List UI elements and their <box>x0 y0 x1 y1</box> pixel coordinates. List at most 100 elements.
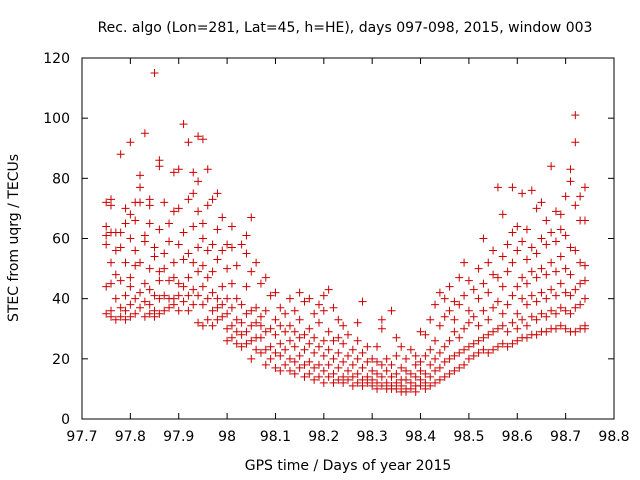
data-point <box>493 297 502 306</box>
data-point <box>116 303 125 312</box>
data-point <box>503 300 512 309</box>
data-point <box>474 348 483 357</box>
data-point <box>373 378 382 387</box>
data-point <box>174 279 183 288</box>
data-point <box>324 345 333 354</box>
data-point <box>126 312 135 321</box>
data-point <box>189 189 198 198</box>
data-point <box>111 315 120 324</box>
data-point <box>576 279 585 288</box>
data-point <box>508 258 517 267</box>
data-point <box>126 138 135 147</box>
data-point <box>368 366 377 375</box>
data-point <box>513 336 522 345</box>
data-point <box>556 225 565 234</box>
data-point <box>198 234 207 243</box>
data-point <box>406 345 415 354</box>
data-point <box>464 354 473 363</box>
data-point <box>464 306 473 315</box>
data-point <box>290 342 299 351</box>
data-point <box>498 210 507 219</box>
data-point <box>227 321 236 330</box>
data-point <box>513 222 522 231</box>
data-point <box>580 216 589 225</box>
data-point <box>169 207 178 216</box>
data-point <box>484 258 493 267</box>
data-point <box>281 345 290 354</box>
data-point <box>150 252 159 261</box>
data-point <box>344 351 352 360</box>
data-point <box>421 330 430 339</box>
data-point <box>281 327 290 336</box>
data-point <box>271 288 280 297</box>
data-point <box>116 276 125 285</box>
data-point <box>551 291 560 300</box>
data-point <box>223 336 232 345</box>
data-point <box>242 327 251 336</box>
data-point <box>416 327 425 336</box>
data-point <box>237 300 246 309</box>
data-point <box>339 321 348 330</box>
data-point <box>131 294 140 303</box>
data-point <box>314 300 323 309</box>
data-point <box>527 186 536 195</box>
data-point <box>542 240 551 249</box>
data-point <box>580 294 589 303</box>
data-point <box>561 324 570 333</box>
data-point <box>537 234 546 243</box>
data-point <box>440 312 449 321</box>
data-point <box>566 177 575 186</box>
data-point <box>319 378 328 387</box>
data-point <box>551 309 560 318</box>
data-point <box>464 342 473 351</box>
data-point <box>145 285 154 294</box>
data-point <box>247 267 256 276</box>
data-point <box>227 279 236 288</box>
data-point <box>136 258 145 267</box>
data-point <box>406 369 415 378</box>
data-point <box>174 306 183 315</box>
data-point <box>445 306 454 315</box>
data-point <box>319 291 328 300</box>
data-point <box>527 312 536 321</box>
data-point <box>131 261 140 270</box>
data-point <box>261 306 270 315</box>
data-point <box>160 198 169 207</box>
data-point <box>382 366 391 375</box>
data-point <box>571 303 580 312</box>
data-point <box>348 360 357 369</box>
data-point <box>184 138 193 147</box>
data-point <box>561 264 570 273</box>
y-tick-label: 40 <box>52 292 70 308</box>
data-point <box>107 195 116 204</box>
data-point <box>397 363 406 372</box>
data-point <box>363 357 372 366</box>
data-point <box>513 246 522 255</box>
data-point <box>421 369 430 378</box>
data-point <box>377 360 386 369</box>
data-point <box>184 195 193 204</box>
data-point <box>426 315 435 324</box>
data-point <box>136 198 145 207</box>
data-point <box>576 258 585 267</box>
data-point <box>455 273 464 282</box>
data-point <box>319 336 328 345</box>
data-point <box>479 279 488 288</box>
data-point <box>227 243 236 252</box>
data-point <box>435 363 444 372</box>
data-point <box>348 381 357 390</box>
data-point <box>150 306 159 315</box>
data-point <box>218 246 227 255</box>
data-point <box>537 198 546 207</box>
data-point <box>566 165 575 174</box>
data-point <box>208 240 217 249</box>
data-point <box>353 378 362 387</box>
data-point <box>213 255 222 264</box>
data-point <box>518 273 527 282</box>
data-point <box>237 342 246 351</box>
data-point <box>208 321 217 330</box>
data-point <box>518 189 527 198</box>
data-point <box>194 243 203 252</box>
data-point <box>450 297 459 306</box>
data-point <box>145 219 154 228</box>
